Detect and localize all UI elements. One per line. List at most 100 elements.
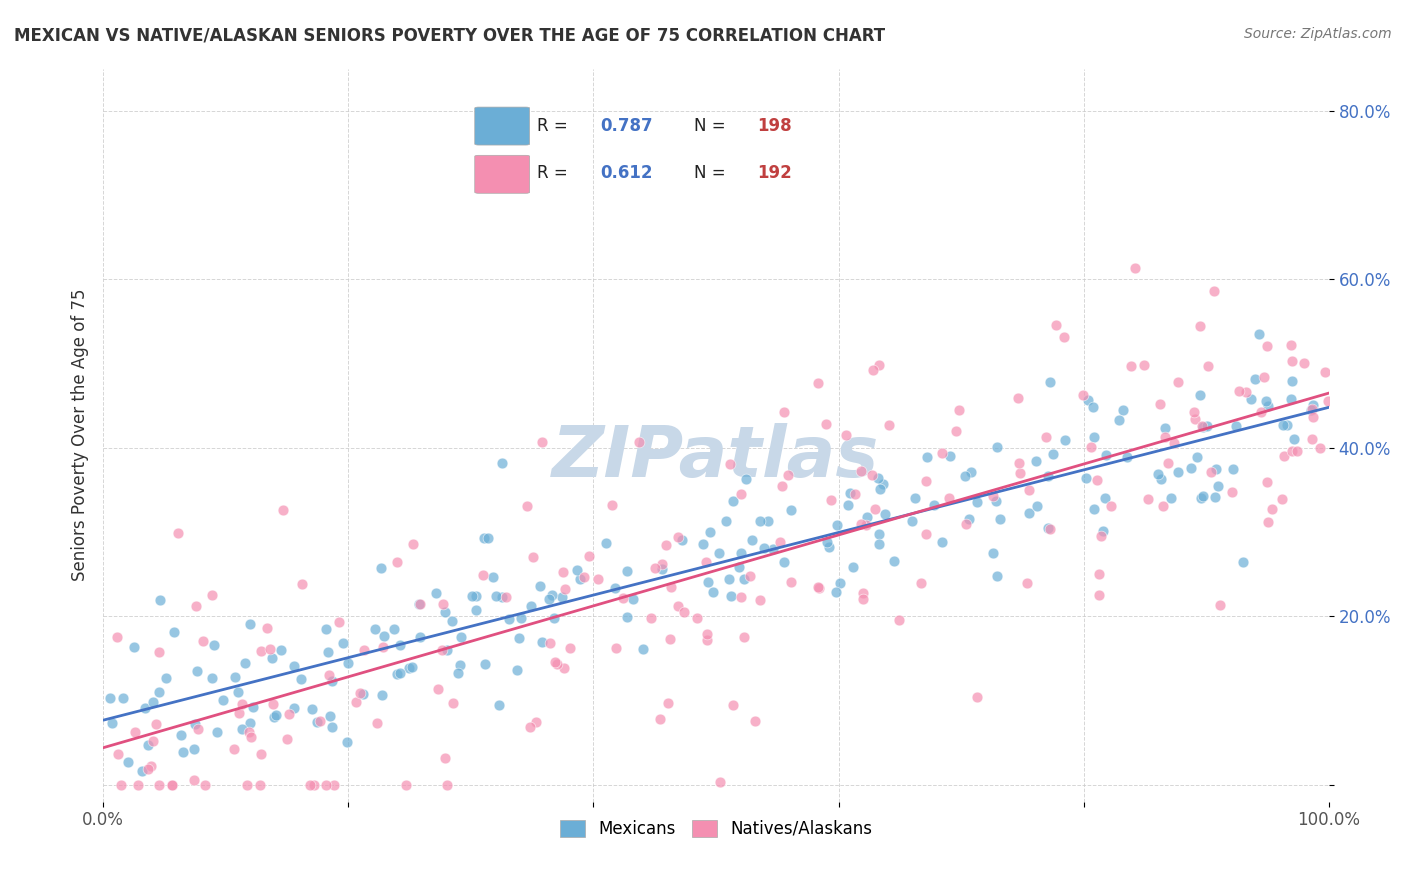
Natives/Alaskans xyxy=(651,558,673,572)
Natives/Alaskans xyxy=(948,403,970,417)
Natives/Alaskans xyxy=(1085,473,1108,487)
Mexicans xyxy=(321,673,343,688)
Mexicans xyxy=(603,582,626,596)
Mexicans xyxy=(1204,491,1226,505)
Natives/Alaskans xyxy=(373,640,395,654)
Mexicans xyxy=(1025,499,1047,513)
Text: ZIPatlas: ZIPatlas xyxy=(553,423,880,491)
Mexicans xyxy=(730,546,752,560)
Natives/Alaskans xyxy=(531,434,554,449)
Mexicans xyxy=(702,584,724,599)
Natives/Alaskans xyxy=(224,741,246,756)
Natives/Alaskans xyxy=(1052,330,1074,344)
Natives/Alaskans xyxy=(344,695,367,709)
Natives/Alaskans xyxy=(471,568,494,582)
Natives/Alaskans xyxy=(696,632,718,647)
Mexicans xyxy=(172,745,194,759)
Natives/Alaskans xyxy=(686,610,709,624)
Natives/Alaskans xyxy=(1039,523,1062,537)
Mexicans xyxy=(984,493,1007,508)
Natives/Alaskans xyxy=(558,640,581,655)
Text: MEXICAN VS NATIVE/ALASKAN SENIORS POVERTY OVER THE AGE OF 75 CORRELATION CHART: MEXICAN VS NATIVE/ALASKAN SENIORS POVERT… xyxy=(14,27,886,45)
Natives/Alaskans xyxy=(981,489,1004,503)
Mexicans xyxy=(226,685,249,699)
Mexicans xyxy=(915,450,938,465)
Mexicans xyxy=(828,576,851,591)
Natives/Alaskans xyxy=(256,621,278,635)
Mexicans xyxy=(385,667,408,681)
Mexicans xyxy=(1153,421,1175,435)
Natives/Alaskans xyxy=(1184,412,1206,426)
Mexicans xyxy=(1189,491,1212,505)
Natives/Alaskans xyxy=(844,487,866,501)
Natives/Alaskans xyxy=(353,642,375,657)
Natives/Alaskans xyxy=(551,565,574,579)
Mexicans xyxy=(651,562,673,576)
Mexicans xyxy=(207,725,229,739)
Mexicans xyxy=(117,755,139,769)
Natives/Alaskans xyxy=(1253,370,1275,384)
Mexicans xyxy=(163,624,186,639)
Mexicans xyxy=(510,611,533,625)
Natives/Alaskans xyxy=(495,590,517,604)
Natives/Alaskans xyxy=(309,714,332,728)
Mexicans xyxy=(485,589,508,603)
Mexicans xyxy=(699,525,721,540)
Mexicans xyxy=(1054,433,1077,447)
Natives/Alaskans xyxy=(738,569,761,583)
Natives/Alaskans xyxy=(1301,432,1323,446)
Mexicans xyxy=(491,456,513,470)
Natives/Alaskans xyxy=(770,479,793,493)
Natives/Alaskans xyxy=(695,555,717,569)
Natives/Alaskans xyxy=(852,592,875,607)
Text: Source: ZipAtlas.com: Source: ZipAtlas.com xyxy=(1244,27,1392,41)
Mexicans xyxy=(352,687,374,701)
Natives/Alaskans xyxy=(291,577,314,591)
Mexicans xyxy=(818,541,841,555)
Natives/Alaskans xyxy=(522,549,544,564)
Y-axis label: Seniors Poverty Over the Age of 75: Seniors Poverty Over the Age of 75 xyxy=(72,289,89,582)
Natives/Alaskans xyxy=(1271,492,1294,507)
Mexicans xyxy=(1256,393,1278,408)
Mexicans xyxy=(477,531,499,545)
Mexicans xyxy=(1275,417,1298,432)
Mexicans xyxy=(170,728,193,742)
Mexicans xyxy=(869,482,891,496)
Mexicans xyxy=(100,716,122,731)
Natives/Alaskans xyxy=(860,467,883,482)
Natives/Alaskans xyxy=(887,613,910,627)
Natives/Alaskans xyxy=(1257,515,1279,529)
Natives/Alaskans xyxy=(696,627,718,641)
Natives/Alaskans xyxy=(955,516,977,531)
Natives/Alaskans xyxy=(862,363,884,377)
Mexicans xyxy=(671,533,693,547)
Natives/Alaskans xyxy=(432,597,454,611)
Natives/Alaskans xyxy=(730,486,752,500)
Natives/Alaskans xyxy=(673,605,696,619)
Natives/Alaskans xyxy=(1088,567,1111,582)
Mexicans xyxy=(692,537,714,551)
Mexicans xyxy=(508,631,530,645)
Natives/Alaskans xyxy=(835,428,858,442)
Mexicans xyxy=(149,593,172,607)
Mexicans xyxy=(465,589,488,603)
Mexicans xyxy=(148,685,170,699)
Natives/Alaskans xyxy=(240,730,263,744)
Natives/Alaskans xyxy=(655,538,678,552)
Mexicans xyxy=(856,510,879,524)
Natives/Alaskans xyxy=(1234,384,1257,399)
Mexicans xyxy=(1091,524,1114,539)
Mexicans xyxy=(1094,448,1116,462)
Mexicans xyxy=(904,491,927,505)
Mexicans xyxy=(142,695,165,709)
Natives/Alaskans xyxy=(1182,404,1205,418)
Mexicans xyxy=(837,499,859,513)
Natives/Alaskans xyxy=(519,720,541,734)
Mexicans xyxy=(772,555,794,569)
Natives/Alaskans xyxy=(578,549,600,563)
Natives/Alaskans xyxy=(142,734,165,748)
Natives/Alaskans xyxy=(749,592,772,607)
Mexicans xyxy=(1147,467,1170,482)
Natives/Alaskans xyxy=(1080,440,1102,454)
Mexicans xyxy=(959,512,981,526)
